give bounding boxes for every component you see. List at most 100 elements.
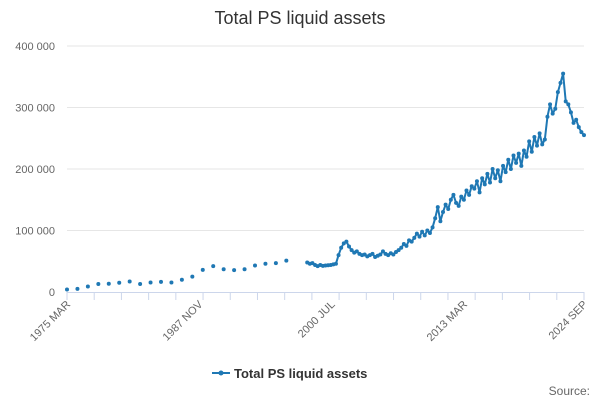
grid-lines bbox=[67, 45, 584, 231]
data-point bbox=[495, 168, 500, 173]
data-point bbox=[472, 186, 477, 191]
data-point bbox=[148, 280, 153, 285]
data-point bbox=[200, 267, 205, 272]
data-point bbox=[519, 163, 524, 168]
data-point bbox=[391, 252, 396, 257]
x-tick-label: 2013 MAR bbox=[425, 299, 470, 344]
data-point bbox=[441, 210, 445, 215]
y-tick-label: 0 bbox=[49, 287, 55, 299]
data-point bbox=[535, 143, 539, 148]
y-tick-label: 400 000 bbox=[15, 41, 55, 53]
data-point bbox=[537, 131, 542, 136]
data-point bbox=[412, 235, 417, 240]
data-point bbox=[422, 233, 427, 238]
data-point bbox=[488, 180, 492, 185]
data-point bbox=[506, 157, 511, 162]
data-point bbox=[179, 277, 184, 282]
data-point bbox=[399, 245, 404, 250]
data-point bbox=[370, 251, 375, 256]
data-point bbox=[485, 171, 490, 176]
x-tick-label: 1975 MAR bbox=[28, 299, 73, 344]
data-point bbox=[127, 279, 132, 284]
x-tick-label: 1987 NOV bbox=[161, 298, 206, 343]
x-tick-label: 2000 JUL bbox=[296, 299, 338, 341]
data-point bbox=[211, 264, 216, 269]
legend-dot-marker bbox=[218, 370, 224, 376]
data-point bbox=[579, 130, 584, 135]
data-point bbox=[232, 268, 237, 273]
data-point bbox=[349, 248, 354, 253]
data-point bbox=[414, 231, 419, 236]
data-point bbox=[493, 176, 498, 181]
data-point bbox=[474, 179, 479, 184]
data-point bbox=[446, 206, 451, 211]
data-point bbox=[574, 117, 579, 122]
data-point bbox=[540, 142, 545, 147]
data-point bbox=[524, 154, 529, 159]
data-point bbox=[550, 111, 555, 116]
data-point bbox=[532, 135, 537, 140]
data-point bbox=[336, 253, 341, 258]
data-point bbox=[85, 284, 90, 289]
data-point bbox=[571, 120, 576, 125]
data-point bbox=[516, 151, 521, 156]
data-point bbox=[417, 234, 422, 239]
data-point bbox=[555, 90, 560, 95]
legend-label: Total PS liquid assets bbox=[234, 366, 367, 381]
data-point bbox=[435, 205, 440, 210]
y-tick-label: 100 000 bbox=[15, 226, 55, 238]
source-credit[interactable]: Source: bbox=[549, 384, 590, 398]
y-tick-label: 300 000 bbox=[15, 103, 55, 115]
data-point bbox=[459, 194, 464, 199]
data-point bbox=[354, 249, 359, 254]
data-point bbox=[448, 197, 453, 202]
data-point bbox=[548, 102, 553, 107]
data-point bbox=[75, 286, 80, 291]
data-point bbox=[263, 261, 268, 266]
data-point bbox=[477, 190, 482, 195]
data-point bbox=[568, 110, 573, 115]
chart-title: Total PS liquid assets bbox=[214, 8, 385, 28]
data-point bbox=[561, 71, 566, 76]
data-point bbox=[553, 106, 558, 111]
series-total-ps-liquid-assets[interactable] bbox=[65, 71, 586, 292]
data-point bbox=[529, 149, 534, 154]
data-point bbox=[482, 182, 487, 187]
data-point bbox=[106, 281, 111, 286]
data-point bbox=[469, 184, 474, 189]
data-point bbox=[461, 197, 466, 202]
x-axis: 1975 MAR 1987 NOV 2000 JUL 2013 MAR 2024 SEP bbox=[28, 292, 590, 344]
data-point bbox=[464, 188, 469, 193]
data-point bbox=[378, 252, 383, 257]
data-point bbox=[563, 99, 568, 104]
data-point bbox=[159, 279, 163, 284]
data-point bbox=[221, 267, 226, 272]
y-tick-label: 200 000 bbox=[15, 164, 55, 176]
data-point bbox=[425, 228, 430, 233]
data-point bbox=[443, 202, 448, 207]
series-line bbox=[306, 72, 585, 268]
data-point bbox=[501, 163, 506, 168]
data-point bbox=[521, 148, 526, 153]
data-point bbox=[566, 102, 571, 107]
data-point bbox=[96, 282, 101, 287]
data-point bbox=[451, 192, 456, 197]
data-point bbox=[333, 261, 338, 266]
data-point bbox=[253, 263, 257, 268]
x-tick-label: 2024 SEP bbox=[547, 299, 591, 343]
data-point bbox=[65, 287, 69, 292]
data-point bbox=[242, 267, 247, 272]
data-point bbox=[454, 200, 459, 205]
data-point bbox=[409, 239, 414, 244]
data-point bbox=[347, 244, 351, 249]
data-point bbox=[582, 133, 586, 138]
data-point bbox=[273, 261, 278, 266]
data-point bbox=[490, 167, 495, 171]
data-point bbox=[467, 192, 472, 197]
data-point bbox=[380, 249, 385, 254]
data-point bbox=[138, 282, 143, 287]
legend[interactable]: Total PS liquid assets bbox=[212, 366, 367, 381]
data-point bbox=[420, 229, 425, 234]
data-point bbox=[284, 258, 289, 263]
data-point bbox=[430, 225, 435, 230]
